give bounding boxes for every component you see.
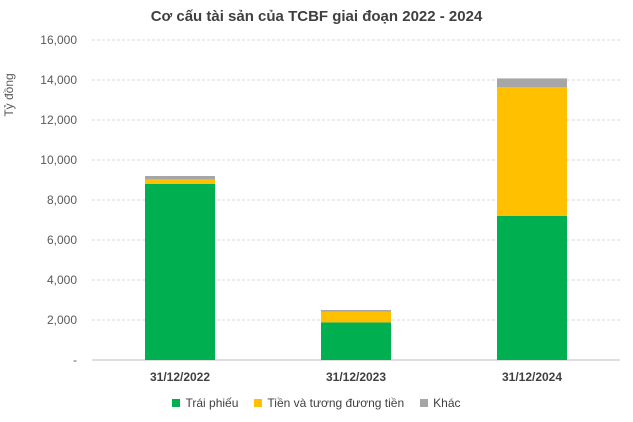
- bar-segment: [497, 78, 567, 87]
- bar-segment: [145, 176, 215, 180]
- legend-item: Khác: [420, 396, 461, 410]
- bar-segment: [497, 87, 567, 216]
- y-tick-label: 2,000: [47, 313, 77, 327]
- bar-segment: [321, 311, 391, 323]
- y-tick-label: 12,000: [40, 113, 77, 127]
- y-tick-label: 4,000: [47, 273, 77, 287]
- y-tick-label: 14,000: [40, 73, 77, 87]
- y-tick-label: 8,000: [47, 193, 77, 207]
- legend-item: Trái phiếu: [172, 396, 238, 410]
- legend-label: Khác: [433, 396, 461, 410]
- bar-segment: [145, 179, 215, 184]
- legend-item: Tiền và tương đương tiền: [254, 396, 404, 410]
- chart-title: Cơ cấu tài sản của TCBF giai đoạn 2022 -…: [150, 8, 483, 25]
- y-tick-label: 16,000: [40, 33, 77, 47]
- x-tick-label: 31/12/2022: [150, 370, 210, 384]
- bar-segment: [321, 310, 391, 312]
- legend-swatch: [254, 399, 263, 407]
- legend-label: Trái phiếu: [185, 396, 239, 410]
- x-tick-label: 31/12/2023: [326, 370, 386, 384]
- y-tick-label: 10,000: [40, 153, 77, 167]
- legend-label: Tiền và tương đương tiền: [267, 396, 405, 410]
- bar-segment: [145, 184, 215, 360]
- bar-segment: [497, 216, 567, 360]
- bars: [145, 78, 567, 360]
- legend-swatch: [172, 399, 181, 407]
- y-tick-label: 6,000: [47, 233, 77, 247]
- x-tick-labels: 31/12/2022 31/12/2023 31/12/2024: [150, 370, 562, 384]
- y-tick-labels: - 2,000 4,000 6,000 8,000 10,000 12,000 14,000 1…: [40, 33, 77, 367]
- x-tick-label: 31/12/2024: [502, 370, 562, 384]
- legend: Trái phiếu Tiền và tương đương tiền Khác: [0, 396, 633, 410]
- y-tick-label: -: [73, 353, 77, 367]
- bar-segment: [321, 322, 391, 360]
- legend-swatch: [420, 399, 429, 407]
